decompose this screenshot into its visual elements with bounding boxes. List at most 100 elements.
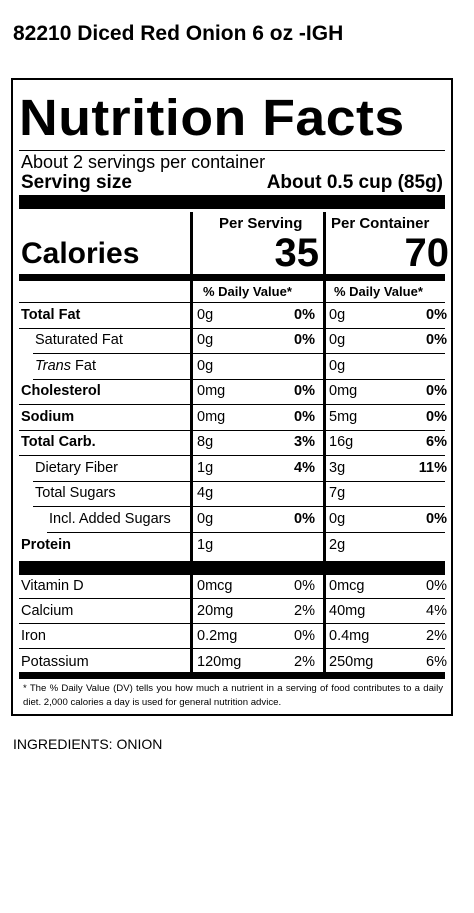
per-serving-header: Per Serving: [219, 215, 303, 232]
dv-header-serving: % Daily Value*: [203, 284, 292, 299]
vitamin-container-dv: 0%: [426, 578, 447, 594]
calories-per-serving: 35: [274, 231, 320, 275]
calories-label: Calories: [21, 237, 140, 270]
nutrient-container-amount: 0g: [329, 511, 346, 527]
row-divider: [19, 623, 445, 624]
vitamin-serving-amount: 120mg: [197, 654, 242, 670]
nutrient-container-dv: 11%: [418, 460, 447, 476]
nutrient-serving-amount: 0g: [197, 511, 214, 527]
nutrient-label: Protein: [21, 537, 71, 553]
vitamin-serving-dv: 2%: [294, 654, 315, 670]
vitamin-serving-dv: 0%: [294, 628, 315, 644]
nutrient-label: Total Sugars: [35, 485, 116, 501]
nutrient-serving-amount: 1g: [197, 460, 214, 476]
row-divider: [19, 598, 445, 599]
vitamin-serving-amount: 0.2mg: [197, 628, 238, 644]
nutrient-container-dv: 0%: [426, 332, 447, 348]
nutrient-serving-amount: 1g: [197, 537, 214, 553]
vitamin-label: Vitamin D: [21, 578, 84, 594]
nutrient-serving-amount: 0mg: [197, 409, 226, 425]
dv-header-container: % Daily Value*: [334, 284, 423, 299]
column-divider-left: [190, 212, 193, 673]
nutrient-container-dv: 0%: [426, 409, 447, 425]
nutrient-label: Saturated Fat: [35, 332, 123, 348]
nutrient-container-amount: 0mg: [329, 383, 358, 399]
dv-header-rule: [19, 302, 445, 303]
nutrient-container-amount: 5mg: [329, 409, 358, 425]
vitamin-serving-amount: 0mcg: [197, 578, 233, 594]
nutrient-container-amount: 3g: [329, 460, 346, 476]
vitamin-container-amount: 40mg: [329, 603, 366, 619]
nutrient-container-amount: 0g: [329, 358, 346, 374]
vitamin-serving-dv: 0%: [294, 578, 315, 594]
vitamin-container-dv: 4%: [426, 603, 447, 619]
nutrient-serving-dv: 0%: [294, 383, 315, 399]
nutrient-container-dv: 0%: [426, 307, 447, 323]
thick-bar-bottom: [19, 672, 445, 679]
vitamin-serving-amount: 20mg: [197, 603, 234, 619]
vitamin-container-amount: 0.4mg: [329, 628, 370, 644]
nutrient-container-dv: 0%: [426, 383, 447, 399]
nutrient-container-amount: 16g: [329, 434, 354, 450]
nutrient-serving-dv: 0%: [294, 332, 315, 348]
nutrient-label: Total Fat: [21, 307, 81, 323]
ingredients: INGREDIENTS: ONION: [13, 736, 163, 752]
row-divider: [19, 455, 445, 456]
nutrient-serving-dv: 0%: [294, 307, 315, 323]
title-rule: [19, 150, 445, 151]
nutrition-facts-label: Nutrition Facts About 2 servings per con…: [11, 78, 453, 716]
daily-value-footnote: * The % Daily Value (DV) tells you how m…: [23, 683, 443, 708]
row-divider: [47, 532, 445, 533]
nutrient-label: Cholesterol: [21, 383, 101, 399]
vitamin-container-amount: 250mg: [329, 654, 374, 670]
vitamin-label: Calcium: [21, 603, 74, 619]
nutrient-container-amount: 2g: [329, 537, 346, 553]
vitamin-serving-dv: 2%: [294, 603, 315, 619]
servings-per-container: About 2 servings per container: [21, 152, 266, 172]
nutrient-serving-amount: 4g: [197, 485, 214, 501]
nutrient-serving-amount: 0mg: [197, 383, 226, 399]
nutrient-label-italic: Trans: [35, 358, 71, 374]
vitamin-label: Potassium: [21, 654, 89, 670]
per-container-header: Per Container: [331, 215, 430, 232]
row-divider: [33, 353, 445, 354]
nutrient-label: Sodium: [21, 409, 75, 425]
vitamin-label: Iron: [21, 628, 46, 644]
thick-bar-vitamins: [19, 561, 445, 575]
product-title: 82210 Diced Red Onion 6 oz -IGH: [13, 22, 344, 45]
nutrient-container-dv: 0%: [426, 511, 447, 527]
row-divider: [19, 430, 445, 431]
nutrient-label: Dietary Fiber: [35, 460, 118, 476]
nutrient-label-rest: Fat: [71, 358, 96, 374]
serving-size-row: Serving size About 0.5 cup (85g): [21, 172, 443, 194]
nutrient-serving-dv: 0%: [294, 409, 315, 425]
thick-bar-top: [19, 195, 445, 209]
nutrient-label: Total Carb.: [21, 434, 96, 450]
row-divider: [33, 379, 445, 380]
nutrient-serving-amount: 0g: [197, 332, 214, 348]
row-divider: [19, 404, 445, 405]
calories-bar: [19, 274, 445, 281]
nutrient-serving-dv: 0%: [294, 511, 315, 527]
serving-size-label: Serving size: [21, 172, 132, 193]
nutrient-serving-dv: 4%: [294, 460, 315, 476]
vitamin-container-dv: 6%: [426, 654, 447, 670]
nutrient-label: Incl. Added Sugars: [49, 511, 171, 527]
column-divider-right: [323, 212, 326, 673]
row-divider: [19, 328, 445, 329]
row-divider: [33, 481, 445, 482]
nutrient-container-amount: 0g: [329, 332, 346, 348]
nutrient-serving-amount: 0g: [197, 307, 214, 323]
nutrient-serving-amount: 8g: [197, 434, 214, 450]
vitamin-container-dv: 2%: [426, 628, 447, 644]
nutrient-container-amount: 0g: [329, 307, 346, 323]
row-divider: [33, 506, 445, 507]
nutrient-label: Trans Fat: [35, 357, 96, 375]
row-divider: [19, 648, 445, 649]
nutrient-serving-amount: 0g: [197, 358, 214, 374]
nutrition-facts-title: Nutrition Facts: [19, 89, 405, 146]
serving-size-value: About 0.5 cup (85g): [266, 172, 443, 193]
calories-per-container: 70: [404, 231, 450, 275]
nutrient-container-amount: 7g: [329, 485, 346, 501]
nutrient-serving-dv: 3%: [294, 434, 315, 450]
